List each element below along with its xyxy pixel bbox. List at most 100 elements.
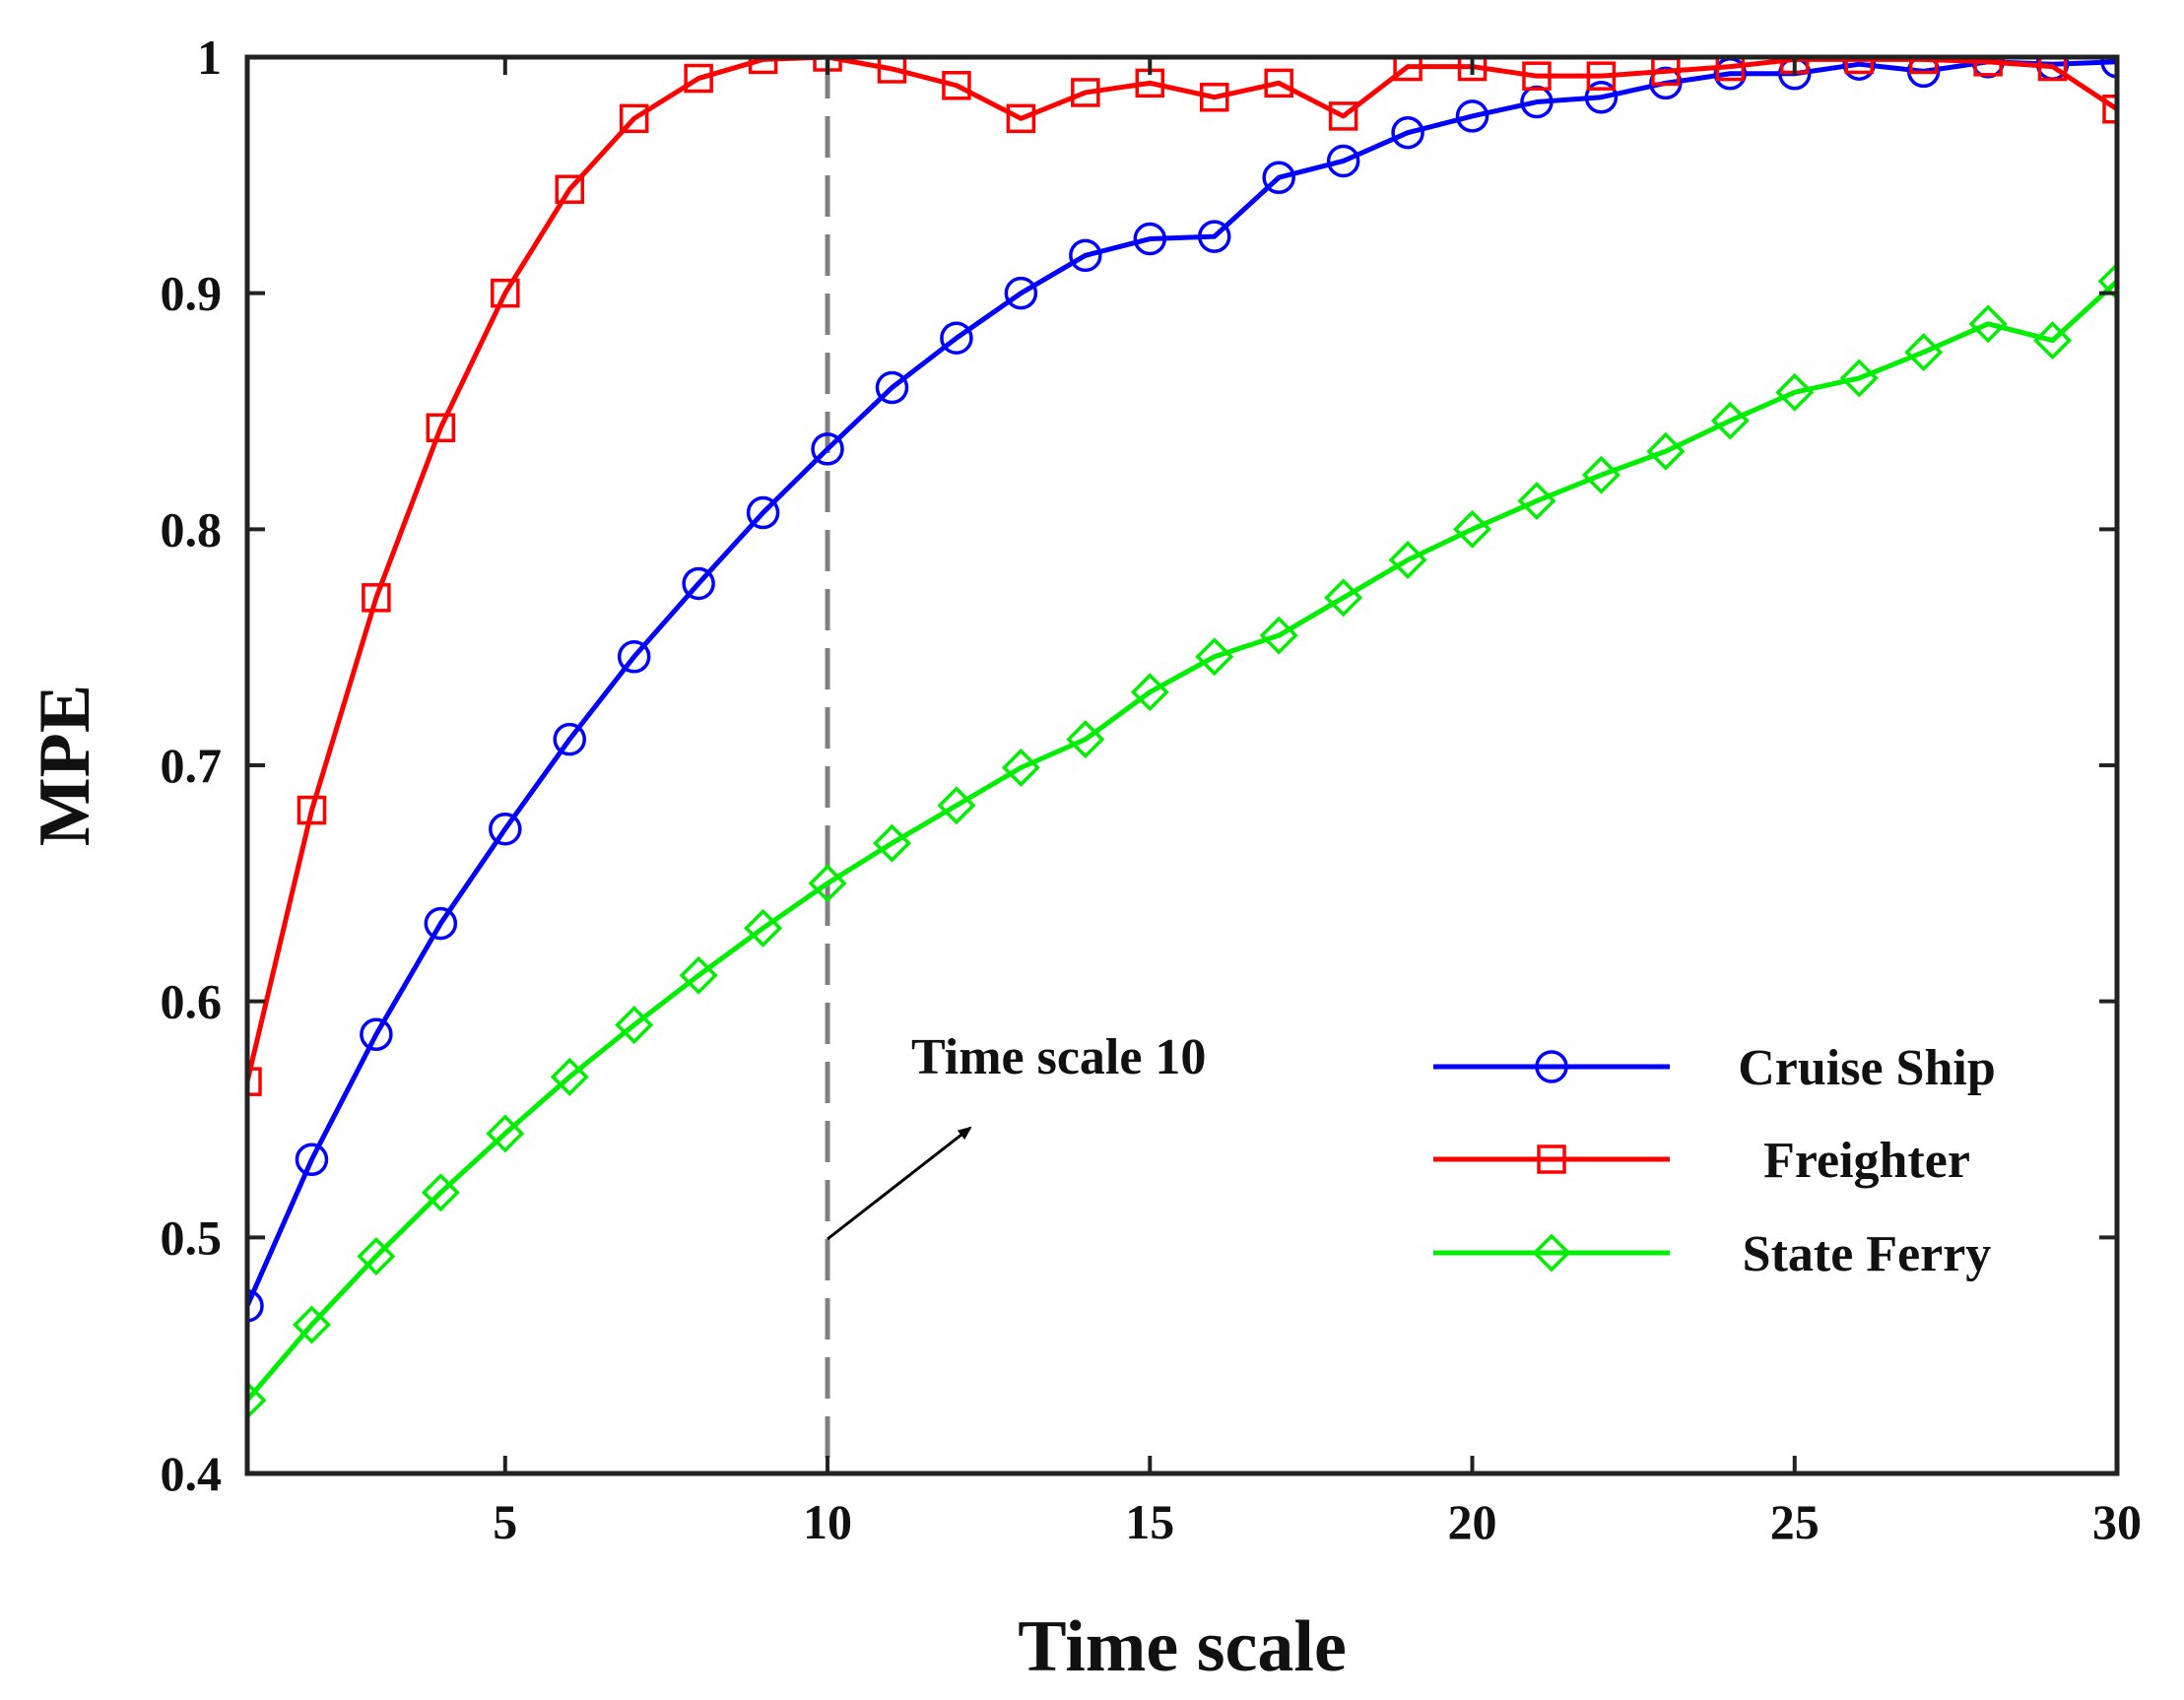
- data-point-freighter: [247, 1067, 262, 1096]
- x-tick-label: 10: [803, 1494, 852, 1549]
- data-point-freighter: [1006, 103, 1036, 134]
- x-tick-label: 30: [2092, 1494, 2142, 1549]
- data-point-freighter: [362, 583, 391, 613]
- data-point-state-ferry: [1904, 333, 1944, 372]
- data-point-state-ferry: [1968, 304, 2008, 344]
- legend-entry-state-ferry: State Ferry: [1433, 1226, 1991, 1282]
- data-point-freighter: [877, 57, 907, 84]
- data-point-state-ferry: [1517, 482, 1556, 521]
- data-point-freighter: [1522, 61, 1552, 91]
- data-point-freighter: [297, 795, 327, 825]
- legend-marker-freighter: [1537, 1144, 1566, 1174]
- data-point-freighter: [1457, 57, 1488, 82]
- data-point-state-ferry: [2097, 262, 2117, 301]
- series-freighter: [247, 57, 2117, 1096]
- data-point-cruise-ship: [2100, 57, 2117, 79]
- data-point-state-ferry: [615, 1006, 654, 1045]
- data-point-freighter: [1973, 57, 2003, 77]
- data-point-cruise-ship: [1906, 57, 1941, 89]
- data-point-cruise-ship: [1197, 220, 1231, 253]
- series-layer: [247, 57, 2117, 1420]
- data-point-freighter: [2037, 57, 2068, 82]
- data-point-state-ferry: [292, 1305, 331, 1344]
- data-point-state-ferry: [1581, 455, 1621, 494]
- data-point-state-ferry: [550, 1057, 589, 1096]
- data-point-state-ferry: [1839, 359, 1879, 398]
- data-point-freighter: [684, 63, 713, 94]
- data-point-state-ferry: [486, 1114, 525, 1153]
- legend-entry-cruise-ship: Cruise Ship: [1433, 1040, 1996, 1096]
- x-axis-label: Time scale: [1018, 1606, 1347, 1687]
- data-point-cruise-ship: [617, 640, 651, 674]
- data-point-state-ferry: [873, 823, 911, 863]
- y-tick-label: 0.9: [161, 266, 223, 321]
- data-point-state-ferry: [937, 786, 976, 825]
- legend: Cruise Ship Freighter State Ferry: [1433, 1040, 1996, 1282]
- data-point-freighter: [1199, 82, 1229, 112]
- series-line-state-ferry: [247, 279, 2117, 1403]
- data-point-cruise-ship: [1133, 222, 1167, 256]
- data-point-freighter: [1715, 57, 1746, 82]
- data-point-cruise-ship: [295, 1143, 329, 1176]
- legend-marker-state-ferry: [1532, 1233, 1571, 1273]
- y-axis-label: MPE: [25, 685, 105, 846]
- data-point-state-ferry: [1324, 578, 1363, 618]
- data-point-freighter: [1071, 78, 1100, 107]
- data-point-cruise-ship: [1004, 276, 1038, 310]
- data-point-state-ferry: [1453, 509, 1491, 549]
- y-tick-label: 0.5: [161, 1210, 223, 1265]
- data-point-state-ferry: [744, 908, 783, 948]
- legend-label-cruise-ship: Cruise Ship: [1738, 1040, 1996, 1096]
- data-point-cruise-ship: [1842, 57, 1876, 81]
- series-line-freighter: [247, 57, 2117, 1082]
- data-point-cruise-ship: [940, 321, 973, 355]
- data-point-state-ferry: [1130, 673, 1169, 712]
- ticks-layer: 5 10 15 20 25 30 0.4 0.5 0.6 0.7 0.8 0.9 1: [161, 30, 2143, 1549]
- data-point-cruise-ship: [489, 812, 522, 846]
- y-tick-label: 0.6: [161, 974, 223, 1029]
- data-point-cruise-ship: [682, 566, 715, 601]
- data-point-cruise-ship: [424, 906, 458, 941]
- data-point-cruise-ship: [1069, 238, 1102, 273]
- legend-entry-freighter: Freighter: [1433, 1133, 1970, 1189]
- legend-label-freighter: Freighter: [1763, 1133, 1970, 1189]
- data-point-state-ferry: [1066, 720, 1105, 759]
- y-tick-label: 0.8: [161, 501, 223, 556]
- data-point-state-ferry: [357, 1237, 396, 1275]
- y-tick-label: 1: [197, 30, 222, 85]
- data-point-cruise-ship: [1391, 115, 1424, 150]
- data-point-cruise-ship: [360, 1017, 393, 1051]
- y-tick-label: 0.4: [161, 1446, 223, 1501]
- data-point-freighter: [942, 71, 971, 100]
- data-point-cruise-ship: [1649, 66, 1683, 100]
- data-point-cruise-ship: [746, 495, 780, 530]
- data-point-freighter: [1264, 68, 1293, 98]
- data-point-cruise-ship: [247, 1289, 264, 1323]
- data-point-cruise-ship: [811, 432, 844, 466]
- data-point-cruise-ship: [1455, 99, 1489, 133]
- x-tick-label: 15: [1125, 1494, 1174, 1549]
- data-point-state-ferry: [1195, 637, 1234, 677]
- series-state-ferry: [247, 262, 2117, 1420]
- data-point-freighter: [555, 174, 584, 204]
- data-point-freighter: [619, 103, 649, 134]
- x-tick-label: 5: [493, 1494, 517, 1549]
- series-line-cruise-ship: [247, 59, 2117, 1307]
- annotation-time-scale-10: Time scale 10: [911, 1029, 1206, 1085]
- x-tick-label: 20: [1448, 1494, 1497, 1549]
- data-point-cruise-ship: [875, 370, 909, 405]
- data-point-freighter: [1393, 57, 1423, 82]
- data-point-state-ferry: [1710, 401, 1750, 440]
- data-point-cruise-ship: [1262, 161, 1295, 194]
- data-point-freighter: [2102, 94, 2117, 124]
- data-point-state-ferry: [2033, 321, 2073, 360]
- legend-label-state-ferry: State Ferry: [1743, 1226, 1992, 1282]
- data-point-state-ferry: [1259, 616, 1298, 655]
- x-tick-label: 25: [1770, 1494, 1820, 1549]
- data-point-freighter: [426, 413, 456, 443]
- data-point-cruise-ship: [553, 722, 586, 756]
- data-point-state-ferry: [1646, 431, 1686, 471]
- data-point-state-ferry: [1775, 372, 1815, 412]
- data-point-cruise-ship: [1326, 144, 1360, 178]
